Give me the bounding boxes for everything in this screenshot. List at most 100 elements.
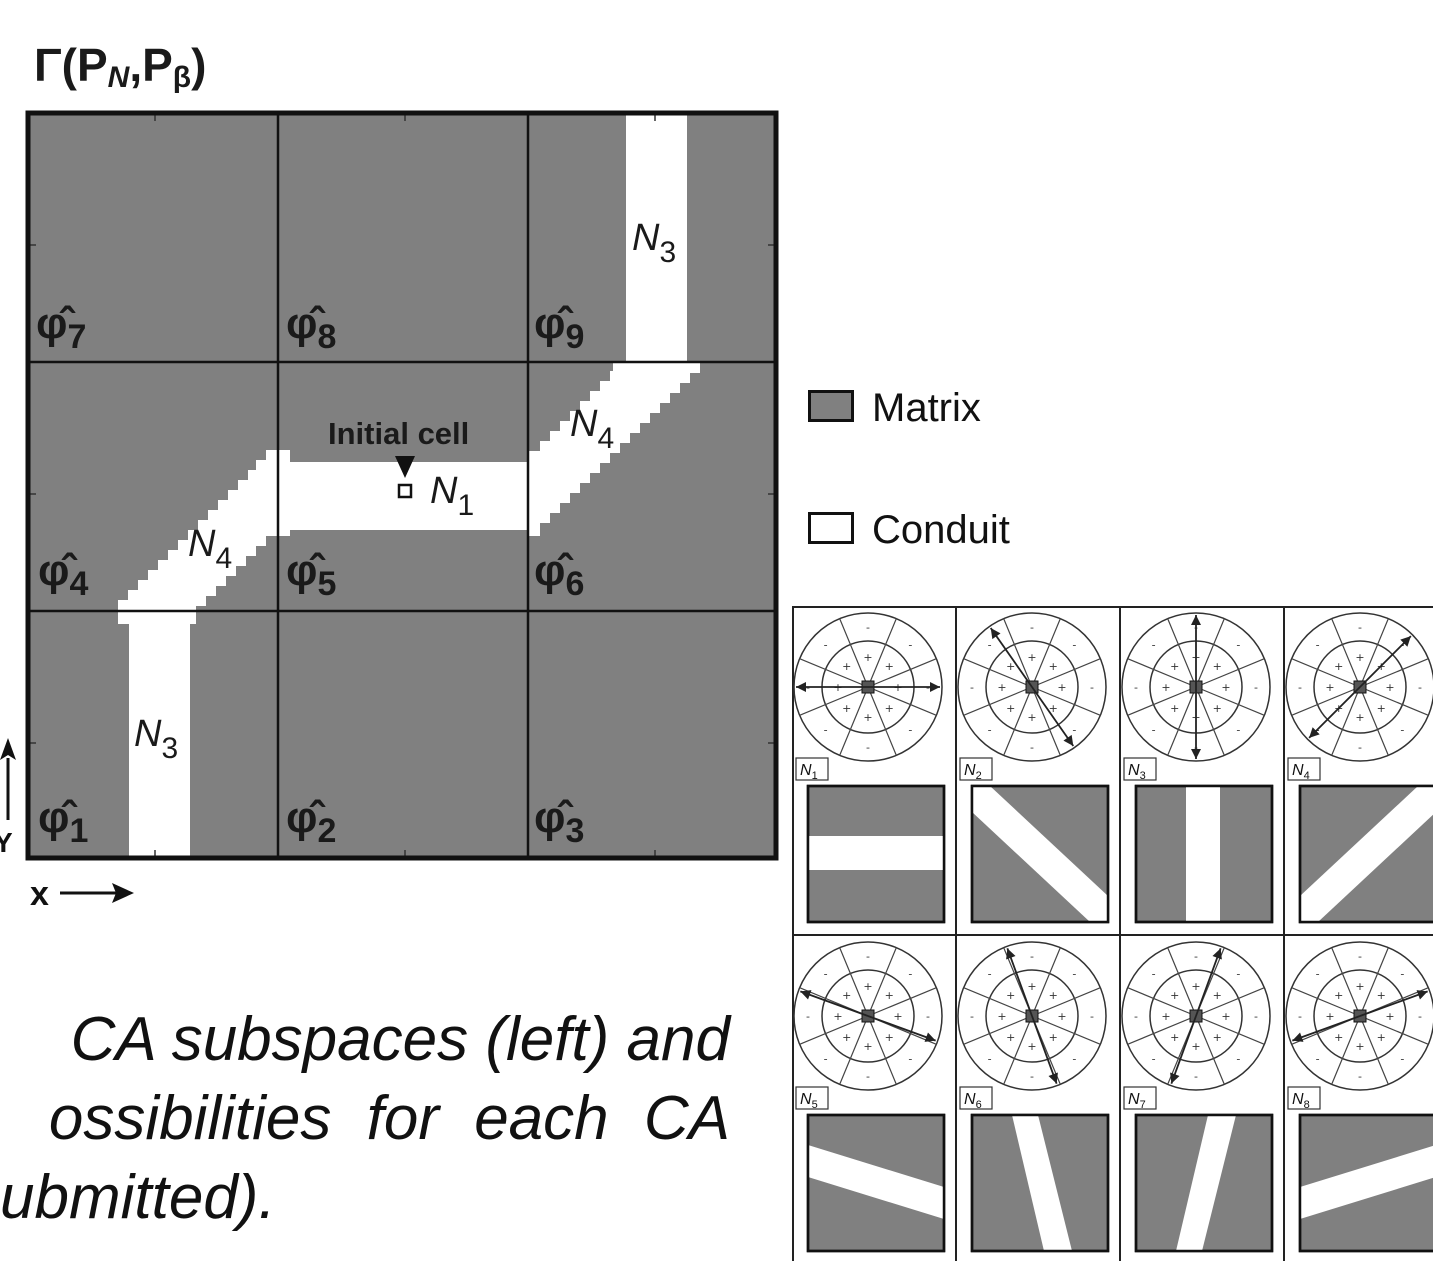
neighborhood-label-box [1287,757,1321,781]
neighborhood-plus-mark: + [1377,1031,1386,1044]
neighborhood-minus-mark: - [988,1052,992,1065]
neighborhood-sector-line [1127,686,1197,716]
neighborhood-label: N2 [964,762,982,782]
sample-frame [806,784,946,924]
neighborhood-label: N4 [1292,762,1310,782]
neighborhood-plus-mark: + [1161,681,1170,694]
neighborhood-sample [1298,784,1433,924]
neighborhood-label-box [1123,1086,1157,1110]
arrowhead-icon [1048,1072,1058,1084]
neighborhood-label-box [795,757,829,781]
initial-cell-label: Initial cell [328,416,469,451]
neighborhood-minus-mark: - [1152,1052,1156,1065]
neighborhood-minus-mark: - [1418,1010,1422,1023]
neighborhood-direction-arrow [1170,1015,1197,1084]
arrowhead-icon [930,682,940,692]
neighborhood-cell-1: +-+-+-+-+-+-+-+-N1 [793,612,946,924]
neighborhood-sector-line [867,987,937,1017]
neighborhood-sector-line [1359,658,1429,688]
neighborhood-sector-line [1003,618,1033,688]
neighborhood-minus-mark: - [824,968,828,981]
arrowhead-icon [1309,727,1320,738]
neighborhood-plus-mark: + [1170,660,1179,673]
neighborhood-direction-arrow [1292,1015,1361,1042]
neighborhood-plus-mark: + [1213,660,1222,673]
neighborhood-plus-mark: + [863,651,872,664]
subspace-label-6: φ̂6 [534,546,584,603]
neighborhood-minus-mark: - [1090,1010,1094,1023]
legend-conduit: Conduit [808,502,1068,552]
neighborhood-sector-line [867,658,937,688]
neighborhood-label-box [1287,1086,1321,1110]
neighborhood-plus-mark: + [842,702,851,715]
neighborhood-plus-mark: + [1049,702,1058,715]
neighborhood-direction-arrow [867,1015,936,1042]
neighborhood-direction-arrow [1359,635,1412,688]
neighborhood-direction-arrow [1359,990,1428,1017]
neighborhood-plus-mark: + [1027,1040,1036,1053]
caption-line-2: ossibilities for each CA [48,1084,730,1153]
arrowhead-icon [1170,1072,1180,1084]
neighborhood-minus-mark: - [988,639,992,652]
neighborhood-label: N6 [964,1091,982,1111]
neighborhood-plus-mark: + [997,1010,1006,1023]
neighborhood-plus-mark: + [863,1040,872,1053]
neighborhood-minus-mark: - [970,1010,974,1023]
neighborhood-plus-mark: + [1325,681,1334,694]
neighborhood-minus-mark: - [1254,681,1258,694]
neighborhood-minus-mark: - [1400,1052,1404,1065]
neighborhood-plus-mark: + [1006,989,1015,1002]
neighborhood-minus-mark: - [1316,968,1320,981]
neighborhood-sector-line [799,658,869,688]
caption-line-1: CA subspaces (left) and [70,1005,730,1074]
neighborhood-plus-mark: + [1170,989,1179,1002]
grid-frame [25,110,779,861]
arrowhead-icon [1006,948,1016,960]
neighborhood-sector-line [1031,686,1101,716]
neighborhood-minus-mark: - [806,1010,810,1023]
neighborhood-plus-mark: + [1355,711,1364,724]
neighborhood-inner-ring [985,640,1079,734]
neighborhood-sector-line [1195,618,1225,688]
neighborhood-sector-line [963,1015,1033,1045]
neighborhood-minus-mark: - [1030,1070,1034,1083]
neighborhood-minus-mark: - [988,723,992,736]
neighborhood-minus-mark: - [1152,968,1156,981]
neighborhood-minus-mark: - [1152,723,1156,736]
neighborhood-sector-line [1359,1015,1429,1045]
neighborhood-sector-line [1359,1015,1389,1085]
neighborhood-plus-mark: + [1170,702,1179,715]
neighborhood-sector-line [1291,987,1361,1017]
neighborhood-sector-line [963,987,1033,1017]
arrowhead-icon [1212,948,1222,960]
neighborhood-minus-mark: - [1298,1010,1302,1023]
neighborhood-inner-ring [1149,969,1243,1063]
neighborhood-inner-ring [985,969,1079,1063]
conduit-n3-bottom [129,612,190,858]
neighborhood-plus-mark: + [842,1031,851,1044]
neighborhood-minus-mark: - [866,621,870,634]
label-n3-bottom: N3 [134,713,178,765]
neighborhood-label-box [959,1086,993,1110]
arrowhead-icon [990,628,1001,640]
neighborhood-plus-mark: + [1385,681,1394,694]
neighborhood-minus-mark: - [1072,723,1076,736]
neighborhood-sector-line [867,686,897,756]
neighborhood-minus-mark: - [1030,741,1034,754]
neighborhood-label: N8 [1292,1091,1310,1111]
sample-frame [1298,784,1433,924]
neighborhood-plus-mark: + [1049,660,1058,673]
neighborhood-sector-line [839,618,869,688]
neighborhood-minus-mark: - [908,968,912,981]
neighborhood-minus-mark: - [970,681,974,694]
neighborhood-minus-mark: - [824,723,828,736]
neighborhood-sector-line [963,686,1033,716]
neighborhood-sample [1298,1113,1433,1253]
neighborhood-sector-line [1195,686,1265,716]
neighborhood-sector-line [1167,947,1197,1017]
neighborhood-sector-line [867,947,897,1017]
neighborhood-cell-5: + - + - + - + - + - + - + - + - N5 [793,941,946,1253]
neighborhood-plus-mark: + [1057,681,1066,694]
neighborhood-sector-line [1195,1015,1225,1085]
neighborhood-sector-line [1331,1015,1361,1085]
